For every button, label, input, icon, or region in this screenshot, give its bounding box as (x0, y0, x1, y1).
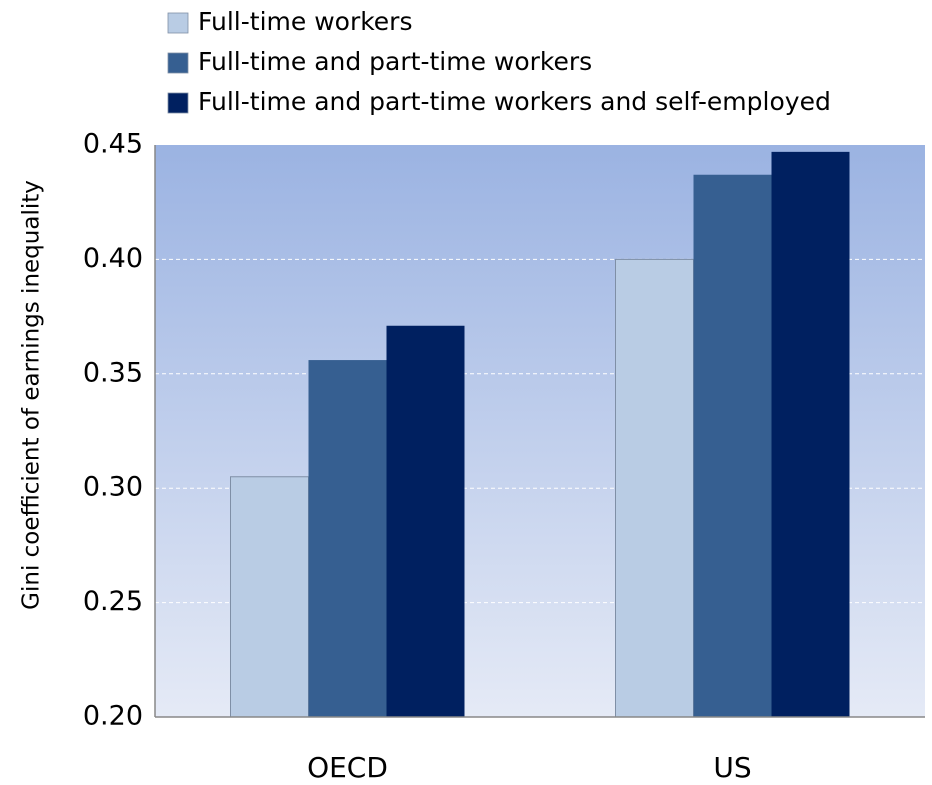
bar (693, 174, 772, 717)
y-tick-label: 0.45 (83, 129, 143, 160)
legend-swatch (167, 52, 189, 74)
bar (386, 325, 465, 717)
y-tick-label: 0.25 (83, 586, 143, 617)
legend-label: Full-time and part-time workers (198, 47, 592, 76)
legend-swatch (167, 92, 189, 114)
bar (615, 258, 694, 718)
y-tick-label: 0.20 (83, 701, 143, 732)
bar (308, 360, 387, 717)
bar (230, 476, 309, 718)
legend-swatch (167, 12, 189, 34)
y-axis-label: Gini coefficient of earnings inequality (19, 180, 45, 610)
legend-label: Full-time workers (198, 7, 413, 36)
y-tick-label: 0.40 (83, 243, 143, 274)
x-tick-label: US (713, 751, 751, 784)
y-tick-label: 0.35 (83, 357, 143, 388)
legend-label: Full-time and part-time workers and self… (198, 87, 831, 116)
bar (771, 151, 850, 717)
x-tick-label: OECD (307, 751, 388, 784)
y-tick-label: 0.30 (83, 472, 143, 503)
